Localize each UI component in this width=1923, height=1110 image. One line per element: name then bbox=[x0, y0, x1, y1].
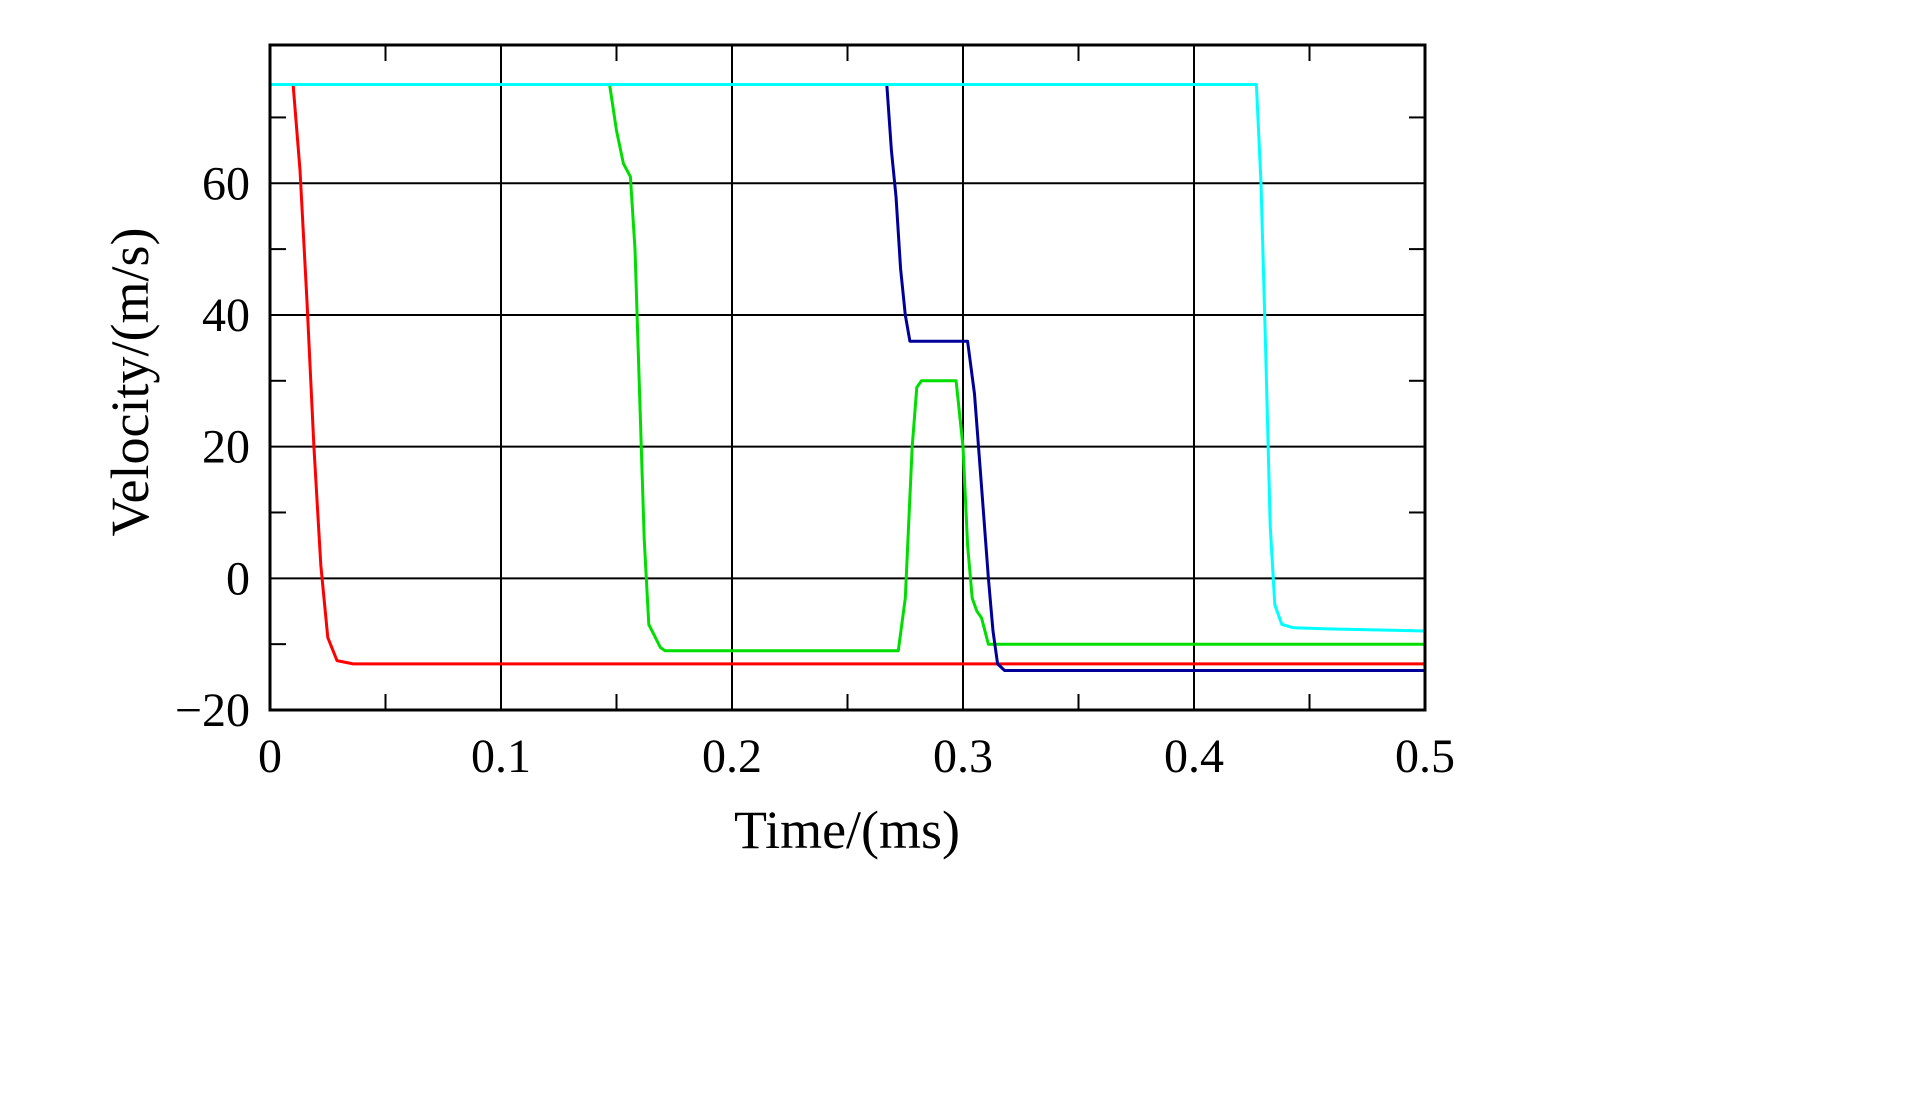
x-tick-label: 0.1 bbox=[471, 730, 531, 783]
curve-cyan bbox=[268, 83, 1427, 633]
plot-frame bbox=[268, 43, 1427, 712]
x-axis-title: Time/(ms) bbox=[733, 800, 961, 860]
curve-red bbox=[268, 83, 1427, 666]
y-tick-label: 40 bbox=[202, 289, 250, 342]
x-tick-label: 0.4 bbox=[1164, 730, 1224, 783]
x-tick-label: 0 bbox=[258, 730, 282, 783]
y-tick-label: 60 bbox=[202, 157, 250, 210]
curve-green bbox=[268, 83, 1427, 653]
x-tick-label: 0.3 bbox=[933, 730, 993, 783]
x-tick-label: 0.5 bbox=[1395, 730, 1455, 783]
y-tick-label: −20 bbox=[175, 684, 250, 737]
curve-navy bbox=[268, 83, 1427, 672]
y-axis-title: Velocity/(m/s) bbox=[100, 227, 160, 537]
x-tick-label: 0.2 bbox=[702, 730, 762, 783]
y-tick-label: 0 bbox=[226, 552, 250, 605]
y-tick-label: 20 bbox=[202, 421, 250, 474]
